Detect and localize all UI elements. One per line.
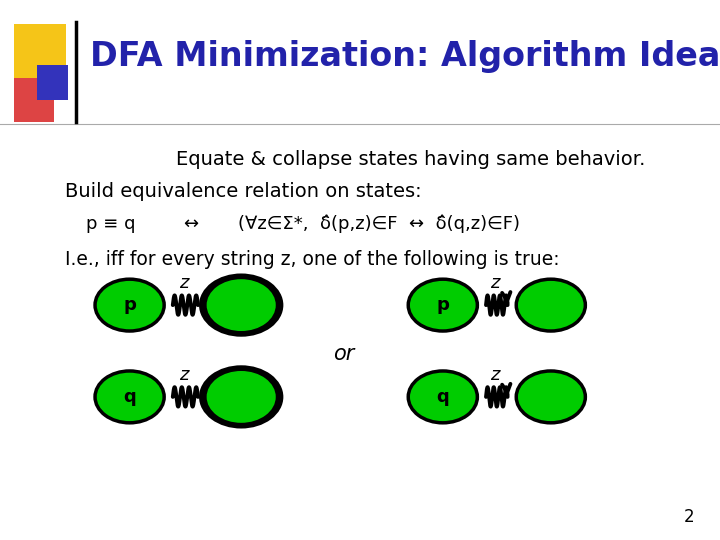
Circle shape bbox=[95, 371, 164, 423]
Text: Build equivalence relation on states:: Build equivalence relation on states: bbox=[65, 182, 421, 201]
Text: ↔: ↔ bbox=[184, 215, 199, 233]
Circle shape bbox=[516, 279, 585, 331]
Circle shape bbox=[207, 279, 276, 331]
Circle shape bbox=[408, 279, 477, 331]
Text: q: q bbox=[123, 388, 136, 406]
Circle shape bbox=[199, 365, 284, 429]
Circle shape bbox=[95, 279, 164, 331]
Text: z: z bbox=[179, 274, 188, 292]
Circle shape bbox=[516, 371, 585, 423]
Bar bbox=[14, 78, 54, 122]
Text: 2: 2 bbox=[684, 509, 695, 526]
Text: z: z bbox=[490, 274, 500, 292]
Bar bbox=[37, 65, 68, 100]
Text: p: p bbox=[123, 296, 136, 314]
Text: q: q bbox=[436, 388, 449, 406]
Text: z: z bbox=[490, 366, 500, 384]
Text: p ≡ q: p ≡ q bbox=[86, 215, 136, 233]
Circle shape bbox=[207, 371, 276, 423]
Text: z: z bbox=[179, 366, 188, 384]
Text: DFA Minimization: Algorithm Idea: DFA Minimization: Algorithm Idea bbox=[90, 40, 720, 73]
Bar bbox=[14, 24, 66, 78]
Text: p: p bbox=[436, 296, 449, 314]
Circle shape bbox=[199, 273, 284, 337]
Text: I.e., iff for every string z, one of the following is true:: I.e., iff for every string z, one of the… bbox=[65, 249, 559, 269]
Text: Equate & collapse states having same behavior.: Equate & collapse states having same beh… bbox=[176, 150, 645, 169]
Text: (∀z∈Σ*,  δ̂(p,z)∈F  ↔  δ̂(q,z)∈F): (∀z∈Σ*, δ̂(p,z)∈F ↔ δ̂(q,z)∈F) bbox=[238, 215, 520, 233]
Text: or: or bbox=[333, 343, 355, 364]
Circle shape bbox=[408, 371, 477, 423]
